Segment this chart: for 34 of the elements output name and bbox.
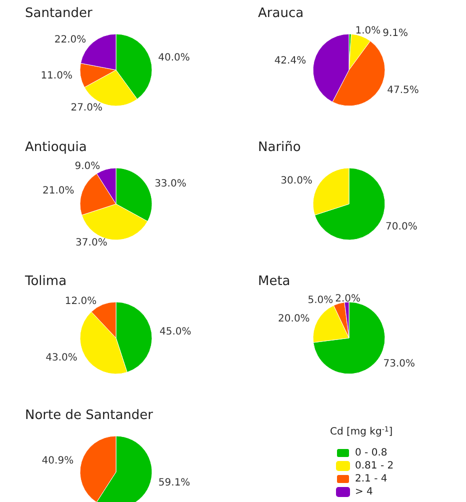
- data-label: 2.0%: [335, 294, 361, 305]
- chart-title: Tolima: [24, 274, 67, 289]
- data-label: 45.0%: [160, 326, 192, 338]
- data-label: 40.9%: [42, 456, 74, 466]
- data-label: 70.0%: [386, 221, 418, 232]
- data-label: 11.0%: [40, 70, 72, 82]
- data-label: 5.0%: [308, 295, 334, 306]
- data-label: 12.0%: [64, 296, 97, 308]
- data-label: 33.0%: [154, 178, 186, 190]
- data-label: 21.0%: [42, 185, 74, 196]
- data-label: 27.0%: [70, 102, 102, 114]
- chart-title: Antioquia: [25, 140, 87, 155]
- data-label: 20.0%: [278, 314, 310, 325]
- legend-label: 0.81 - 2: [355, 460, 394, 472]
- data-label: 59.1%: [158, 478, 190, 488]
- data-label: 9.0%: [74, 161, 100, 172]
- data-label: 37.0%: [76, 237, 108, 248]
- data-label: 30.0%: [280, 176, 312, 187]
- chart-title: Santander: [25, 6, 94, 21]
- legend-label: > 4: [355, 486, 373, 498]
- data-label: 43.0%: [46, 352, 78, 364]
- data-label: 22.0%: [54, 34, 86, 46]
- legend-label: 0 - 0.8: [355, 448, 388, 458]
- data-label: 42.4%: [274, 55, 306, 66]
- chart-title: Norte de Santander: [25, 408, 154, 423]
- data-label: 40.0%: [158, 52, 190, 64]
- data-label: 73.0%: [383, 358, 416, 370]
- legend-label: 2.1 - 4: [355, 474, 388, 484]
- chart-title: Arauca: [258, 6, 304, 21]
- chart-title: Nariño: [258, 140, 301, 155]
- data-label: 47.5%: [387, 85, 419, 96]
- chart-title: Meta: [258, 274, 290, 289]
- data-label: 1.0%: [355, 26, 381, 37]
- data-label: 9.1%: [382, 28, 408, 39]
